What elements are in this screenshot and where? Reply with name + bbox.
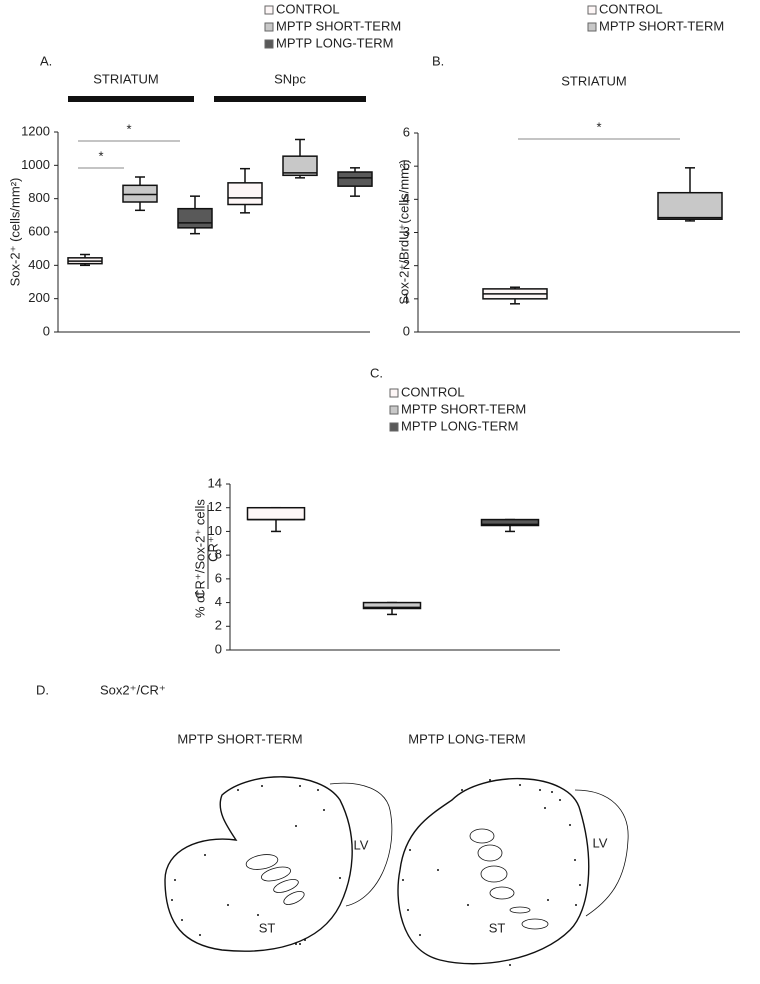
group-label: STRIATUM — [93, 71, 158, 86]
section-title: MPTP LONG-TERM — [408, 731, 526, 746]
legend-label: CONTROL — [276, 1, 340, 16]
y-tick-label: 2 — [215, 618, 222, 633]
y-tick-label: 4 — [403, 191, 410, 206]
striosome — [245, 854, 279, 870]
legend-swatch — [264, 5, 274, 15]
panel-title: Sox2⁺/CR⁺ — [100, 682, 166, 697]
legend-label: MPTP LONG-TERM — [276, 35, 394, 50]
y-tick-label: 14 — [208, 475, 222, 490]
y-axis-label: Sox-2⁺/BrdU⁺(cells/mm²) — [396, 159, 411, 304]
striosome — [283, 891, 305, 905]
y-tick-label: 2 — [403, 257, 410, 272]
group-bar — [68, 96, 194, 102]
y-axis-label: % of — [192, 592, 207, 618]
panel-label: C. — [370, 365, 383, 380]
group-bar — [214, 96, 366, 102]
striosome — [480, 865, 508, 883]
legend-label: MPTP SHORT-TERM — [401, 401, 526, 416]
legend-swatch — [389, 405, 399, 415]
y-tick-label: 8 — [215, 547, 222, 562]
box — [362, 601, 422, 610]
legend-swatch — [587, 22, 597, 32]
y-tick-label: 4 — [215, 594, 222, 609]
striosome — [273, 879, 299, 893]
striosome — [509, 906, 531, 914]
chart-title: STRIATUM — [561, 73, 626, 88]
section-outline — [397, 778, 590, 965]
cell-dots — [171, 779, 581, 966]
striosome — [469, 828, 495, 844]
box — [657, 191, 723, 220]
region-label: ST — [259, 920, 276, 935]
legend-swatch — [264, 39, 274, 49]
legend-swatch — [389, 422, 399, 432]
box — [122, 184, 158, 203]
section-title: MPTP SHORT-TERM — [177, 731, 302, 746]
significance-label: * — [126, 121, 131, 136]
y-tick-label: 0 — [403, 323, 410, 338]
box — [337, 171, 373, 187]
y-tick-label: 0 — [215, 641, 222, 656]
legend-label: CONTROL — [599, 1, 663, 16]
y-tick-label: 12 — [208, 499, 222, 514]
group-label: SNpc — [274, 71, 306, 86]
y-tick-label: 5 — [403, 158, 410, 173]
box — [246, 506, 306, 521]
region-label: ST — [489, 920, 506, 935]
striosome — [489, 886, 515, 900]
y-tick-label: 1000 — [21, 157, 50, 172]
significance-label: * — [596, 119, 601, 134]
box — [177, 207, 213, 229]
significance-label: * — [98, 148, 103, 163]
ventricle-outline — [574, 789, 629, 917]
panel-d: D. Sox2⁺/CR⁺ MPTP SHORT-TERM MPTP LONG-T… — [36, 682, 629, 966]
y-tick-label: 6 — [215, 570, 222, 585]
box — [227, 182, 263, 206]
region-label: LV — [593, 835, 608, 850]
y-tick-label: 800 — [28, 190, 50, 205]
y-axis-label: CR⁺/Sox-2⁺ cells — [192, 499, 207, 599]
y-axis-label: CR⁺ — [205, 536, 220, 562]
panel-label: B. — [432, 53, 444, 68]
y-tick-label: 0 — [43, 323, 50, 338]
legend-swatch — [587, 5, 597, 15]
y-tick-label: 600 — [28, 223, 50, 238]
striosome — [477, 844, 503, 862]
y-tick-label: 1200 — [21, 123, 50, 138]
legend-label: MPTP SHORT-TERM — [276, 18, 401, 33]
box — [282, 155, 318, 177]
legend-label: CONTROL — [401, 384, 465, 399]
y-axis-label: Sox-2⁺ (cells/mm²) — [7, 178, 22, 287]
section-outline — [164, 776, 353, 952]
box — [480, 518, 540, 527]
legend-label: MPTP LONG-TERM — [401, 418, 519, 433]
legend-swatch — [264, 22, 274, 32]
striosome — [521, 918, 549, 930]
y-tick-label: 200 — [28, 290, 50, 305]
y-tick-label: 10 — [208, 523, 222, 538]
panel-label: D. — [36, 682, 49, 697]
y-tick-label: 1 — [403, 290, 410, 305]
y-tick-label: 3 — [403, 224, 410, 239]
legend-swatch — [389, 388, 399, 398]
region-label: LV — [354, 837, 369, 852]
striosome — [261, 866, 291, 882]
y-tick-label: 6 — [403, 124, 410, 139]
y-tick-label: 400 — [28, 257, 50, 272]
legend-label: MPTP SHORT-TERM — [599, 18, 724, 33]
panel-label: A. — [40, 53, 52, 68]
ventricle-outline — [329, 782, 393, 907]
